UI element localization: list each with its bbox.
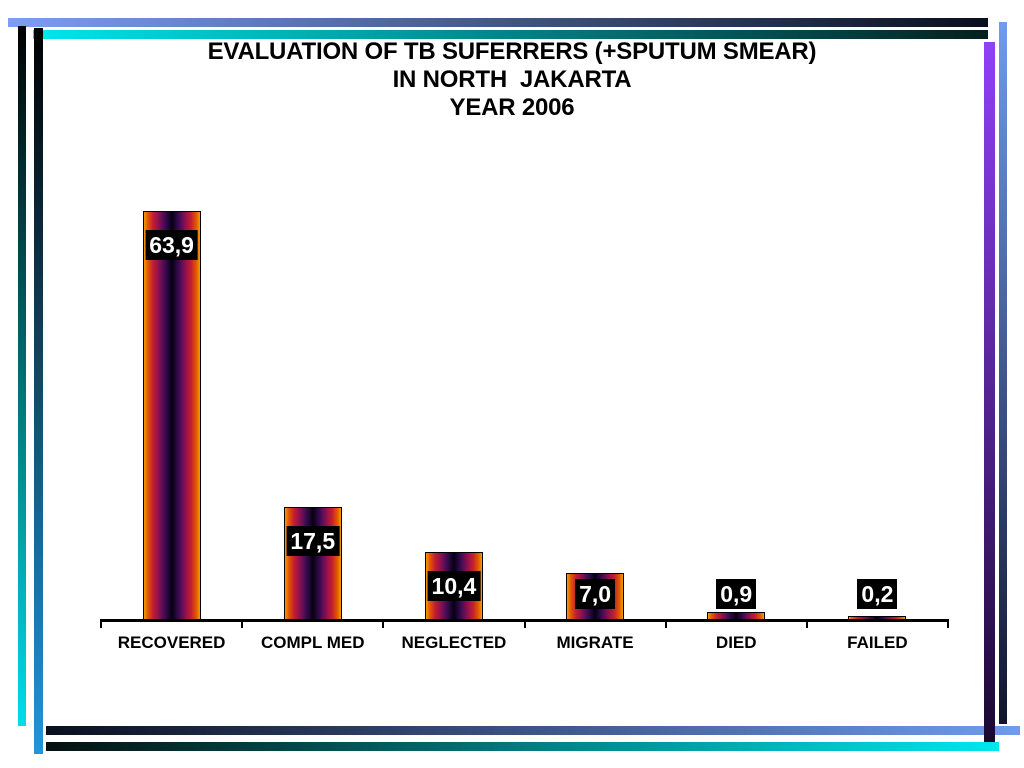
bar-column-died: 0,9 DIED: [666, 200, 807, 652]
axis-tick: [241, 619, 244, 628]
category-label: NEGLECTED: [401, 633, 507, 652]
bar-value-label: 0,9: [716, 579, 757, 609]
axis-tick: [664, 619, 667, 628]
bar-value-label: 63,9: [145, 230, 198, 260]
axis-tick: [382, 619, 385, 628]
bar-column-compl-med: 17,5 COMPL MED: [242, 200, 383, 652]
border-right-outer-bar: [999, 22, 1007, 724]
bar-compl-med: [283, 507, 342, 620]
bar-column-migrate: 7,0 MIGRATE: [525, 200, 666, 652]
border-bottom-cyan-bar: [46, 742, 999, 751]
category-label: RECOVERED: [117, 633, 226, 652]
bar-chart: 63,9 RECOVERED 17,5 COMPL MED 10,4 NEGLE…: [100, 200, 949, 652]
border-bottom-blue-bar: [46, 726, 1020, 735]
category-label: FAILED: [847, 633, 908, 652]
border-right-inner-bar: [984, 42, 995, 742]
border-top-cyan-bar: [33, 30, 988, 39]
axis-tick: [947, 619, 949, 628]
title-line-2: IN NORTH JAKARTA: [392, 66, 632, 93]
bar-recovered: [142, 211, 201, 620]
bar-value-label: 17,5: [286, 526, 340, 556]
category-label: COMPL MED: [260, 633, 365, 652]
chart-title: EVALUATION OF TB SUFERRERS (+SPUTUM SMEA…: [0, 38, 1024, 122]
border-top-blue-bar: [8, 18, 988, 27]
bar-column-neglected: 10,4 NEGLECTED: [383, 200, 524, 652]
title-line-1: EVALUATION OF TB SUFERRERS (+SPUTUM SMEA…: [207, 38, 817, 65]
title-line-3: YEAR 2006: [449, 94, 575, 121]
bar-value-label: 7,0: [575, 579, 616, 609]
category-label: DIED: [715, 633, 757, 652]
bar-value-label: 0,2: [857, 579, 898, 609]
axis-tick: [523, 619, 526, 628]
bar-value-label: 10,4: [427, 571, 481, 601]
axis-tick: [805, 619, 808, 628]
border-left-inner-bar: [34, 28, 43, 754]
border-left-outer-bar: [18, 26, 26, 726]
axis-tick: [100, 619, 102, 628]
bar-column-recovered: 63,9 RECOVERED: [101, 200, 242, 652]
bar-column-failed: 0,2 FAILED: [807, 200, 948, 652]
category-label: MIGRATE: [556, 633, 634, 652]
